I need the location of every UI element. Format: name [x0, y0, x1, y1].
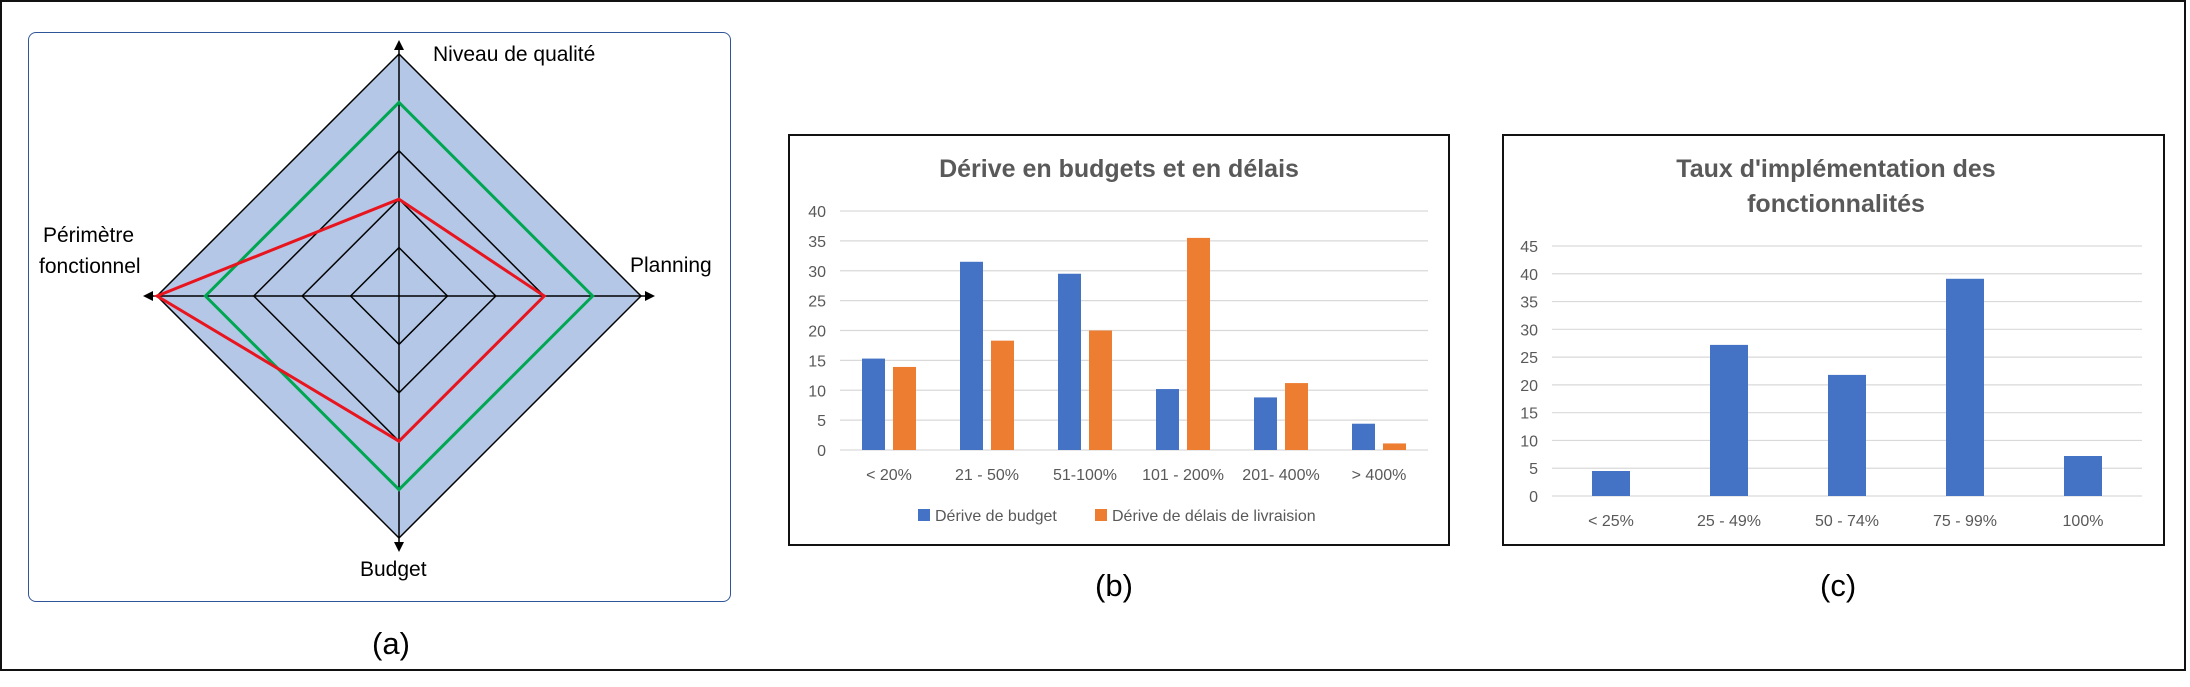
- y-tick-label: 35: [808, 234, 826, 251]
- x-tick-label: 50 - 74%: [1815, 513, 1879, 530]
- bar: [1254, 397, 1277, 450]
- y-tick-label: 30: [1520, 322, 1538, 339]
- bar: [1710, 344, 1748, 496]
- y-tick-label: 10: [1520, 433, 1538, 450]
- chart-c-title-line-2: fonctionnalités: [1747, 190, 1925, 218]
- x-tick-label: 201- 400%: [1242, 467, 1319, 484]
- bar: [862, 358, 885, 450]
- bar: [960, 261, 983, 450]
- bar: [1058, 273, 1081, 450]
- y-tick-label: 25: [1520, 350, 1538, 367]
- caption-b: (b): [1095, 568, 1133, 603]
- chart-b-bars: [862, 237, 1406, 450]
- caption-c: (c): [1820, 568, 1856, 603]
- y-tick-label: 10: [808, 383, 826, 400]
- bar: [1383, 443, 1406, 450]
- bar: [893, 366, 916, 450]
- y-tick-label: 35: [1520, 295, 1538, 312]
- radar-series: [153, 100, 595, 492]
- bar: [1828, 374, 1866, 496]
- legend-swatch-delay: [1095, 509, 1107, 521]
- radar-series-green: [203, 100, 595, 492]
- chart-b-y-ticks: 0 5 10 15 20 25 30 35 40: [808, 204, 826, 460]
- radar-chart: Niveau de qualité Planning Budget Périmè…: [39, 40, 712, 581]
- legend-label-delay: Dérive de délais de livraision: [1112, 508, 1316, 525]
- x-tick-label: 51-100%: [1053, 467, 1117, 484]
- radar-axis-label-budget: Budget: [360, 558, 427, 581]
- legend-label-budget: Dérive de budget: [935, 508, 1057, 525]
- chart-c-title-line-1: Taux d'implémentation des: [1676, 155, 1995, 183]
- figure-canvas: Niveau de qualité Planning Budget Périmè…: [39, 40, 2142, 661]
- y-tick-label: 15: [808, 353, 826, 370]
- radar-arrowhead-right: [645, 291, 655, 301]
- radar-axes: [143, 40, 655, 552]
- bar: [991, 340, 1014, 450]
- radar-axis-label-quality: Niveau de qualité: [433, 43, 595, 66]
- chart-c-gridlines: [1552, 245, 2142, 497]
- radar-arrowhead-up: [394, 40, 404, 50]
- x-tick-label: 101 - 200%: [1142, 467, 1224, 484]
- bar: [1089, 330, 1112, 450]
- y-tick-label: 45: [1520, 239, 1538, 256]
- legend-swatch-budget: [918, 509, 930, 521]
- radar-arrowhead-left: [143, 291, 153, 301]
- bar: [2064, 456, 2102, 496]
- bar: [1285, 383, 1308, 450]
- x-tick-label: 75 - 99%: [1933, 513, 1997, 530]
- caption-a: (a): [372, 626, 410, 661]
- y-tick-label: 15: [1520, 406, 1538, 423]
- x-tick-label: 100%: [2063, 513, 2104, 530]
- bar: [1352, 423, 1375, 450]
- radar-axis-label-planning: Planning: [630, 254, 712, 277]
- bar: [1156, 389, 1179, 450]
- chart-b-gridlines: [840, 210, 1428, 451]
- y-tick-label: 0: [817, 443, 826, 460]
- chart-b-legend: Dérive de budget Dérive de délais de liv…: [918, 508, 1316, 525]
- y-tick-label: 20: [808, 324, 826, 341]
- x-tick-label: < 25%: [1588, 513, 1634, 530]
- y-tick-label: 0: [1529, 489, 1538, 506]
- budget-delay-bar-chart: Dérive en budgets et en délais 0 5 10 15 20 2…: [808, 155, 1428, 525]
- bar: [1592, 471, 1630, 496]
- y-tick-label: 40: [808, 204, 826, 221]
- y-tick-label: 5: [817, 413, 826, 430]
- y-tick-label: 40: [1520, 267, 1538, 284]
- y-tick-label: 20: [1520, 378, 1538, 395]
- radar-axis-label-scope-line-1: Périmètre: [43, 224, 134, 247]
- x-tick-label: 21 - 50%: [955, 467, 1019, 484]
- x-tick-label: > 400%: [1352, 467, 1407, 484]
- x-tick-label: < 20%: [866, 467, 912, 484]
- x-tick-label: 25 - 49%: [1697, 513, 1761, 530]
- budget-delay-chart-frame: [788, 134, 1450, 546]
- radar-arrowhead-down: [394, 542, 404, 552]
- y-tick-label: 5: [1529, 461, 1538, 478]
- bar: [1946, 278, 1984, 496]
- y-tick-label: 30: [808, 264, 826, 281]
- chart-b-title: Dérive en budgets et en délais: [939, 155, 1299, 183]
- y-tick-label: 25: [808, 294, 826, 311]
- radar-series-red: [153, 197, 547, 444]
- chart-c-bars: [1592, 278, 2102, 496]
- implementation-bar-chart: Taux d'implémentation des fonctionnalité…: [1520, 155, 2142, 530]
- chart-c-x-ticks: < 25% 25 - 49% 50 - 74% 75 - 99% 100%: [1588, 513, 2103, 530]
- radar-axis-label-scope-line-2: fonctionnel: [39, 255, 141, 278]
- chart-b-x-ticks: < 20% 21 - 50% 51-100% 101 - 200% 201- 400% >…: [866, 467, 1406, 484]
- radar-axis-label-scope: Périmètre fonctionnel: [39, 224, 141, 278]
- figure: Niveau de qualité Planning Budget Périmè…: [0, 0, 2186, 671]
- chart-c-y-ticks: 0 5 10 15 20 25 30 35 40 45: [1520, 239, 1538, 506]
- bar: [1187, 237, 1210, 450]
